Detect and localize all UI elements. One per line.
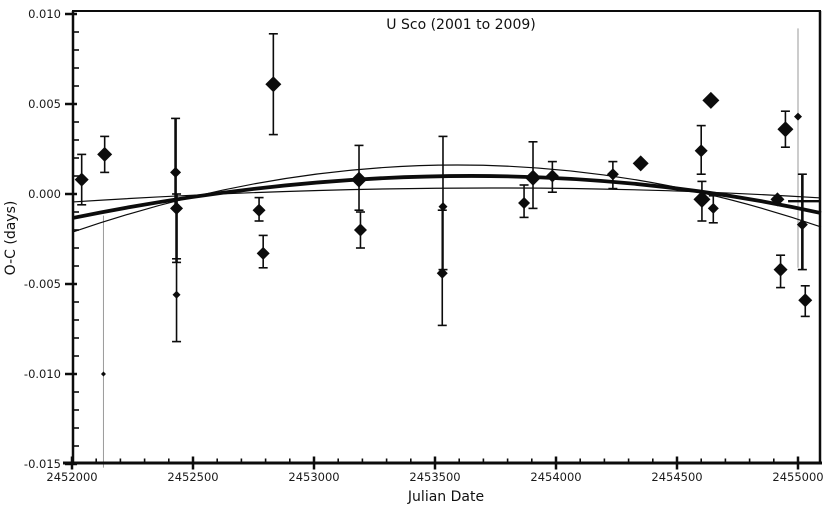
data-point bbox=[170, 166, 182, 178]
data-point bbox=[74, 172, 89, 187]
y-axis-title: O-C (days) bbox=[3, 200, 19, 276]
data-point bbox=[438, 202, 448, 212]
svg-text:-0.010: -0.010 bbox=[24, 367, 61, 381]
svg-text:0.010: 0.010 bbox=[28, 7, 61, 21]
data-point bbox=[436, 267, 448, 279]
data-point bbox=[796, 219, 808, 231]
data-point bbox=[693, 190, 711, 208]
svg-text:2453500: 2453500 bbox=[409, 470, 460, 484]
data-point bbox=[702, 91, 720, 109]
data-point bbox=[265, 76, 282, 93]
data-point bbox=[256, 246, 270, 260]
tick-labels: 2452000 2452500 2453000 2453500 2454000 24545… bbox=[24, 7, 824, 484]
svg-text:-0.005: -0.005 bbox=[24, 277, 61, 291]
data-point bbox=[606, 168, 619, 181]
data-points bbox=[74, 76, 813, 377]
best-fit-quadratic bbox=[72, 174, 822, 220]
data-point bbox=[632, 155, 649, 172]
data-point bbox=[518, 197, 531, 209]
error-bars bbox=[77, 32, 821, 343]
data-point bbox=[798, 293, 813, 308]
x-axis-title: Julian Date bbox=[407, 489, 485, 505]
data-point bbox=[97, 146, 113, 162]
sigma-curve-flat bbox=[72, 187, 822, 203]
data-point bbox=[351, 171, 368, 188]
axes bbox=[63, 10, 822, 470]
svg-text:2454000: 2454000 bbox=[530, 470, 581, 484]
svg-text:2452500: 2452500 bbox=[167, 470, 218, 484]
svg-text:2452000: 2452000 bbox=[46, 470, 97, 484]
svg-text:2455000: 2455000 bbox=[772, 470, 823, 484]
data-point bbox=[707, 202, 719, 214]
svg-text:0.005: 0.005 bbox=[28, 97, 61, 111]
svg-text:-0.015: -0.015 bbox=[24, 457, 61, 471]
data-point bbox=[770, 192, 785, 207]
data-point bbox=[525, 169, 542, 186]
data-point bbox=[100, 371, 106, 377]
chart-title: U Sco (2001 to 2009) bbox=[386, 17, 536, 33]
data-point bbox=[545, 169, 559, 183]
svg-text:2454500: 2454500 bbox=[651, 470, 702, 484]
svg-text:2453000: 2453000 bbox=[288, 470, 339, 484]
data-point bbox=[252, 203, 266, 217]
data-point bbox=[773, 262, 788, 277]
data-point bbox=[794, 112, 802, 121]
data-point bbox=[170, 201, 184, 215]
data-point bbox=[353, 223, 367, 237]
data-point bbox=[172, 290, 181, 299]
data-point bbox=[777, 121, 794, 138]
faint-error-bars bbox=[102, 28, 799, 468]
svg-text:0.000: 0.000 bbox=[28, 187, 61, 201]
data-point bbox=[694, 144, 708, 158]
